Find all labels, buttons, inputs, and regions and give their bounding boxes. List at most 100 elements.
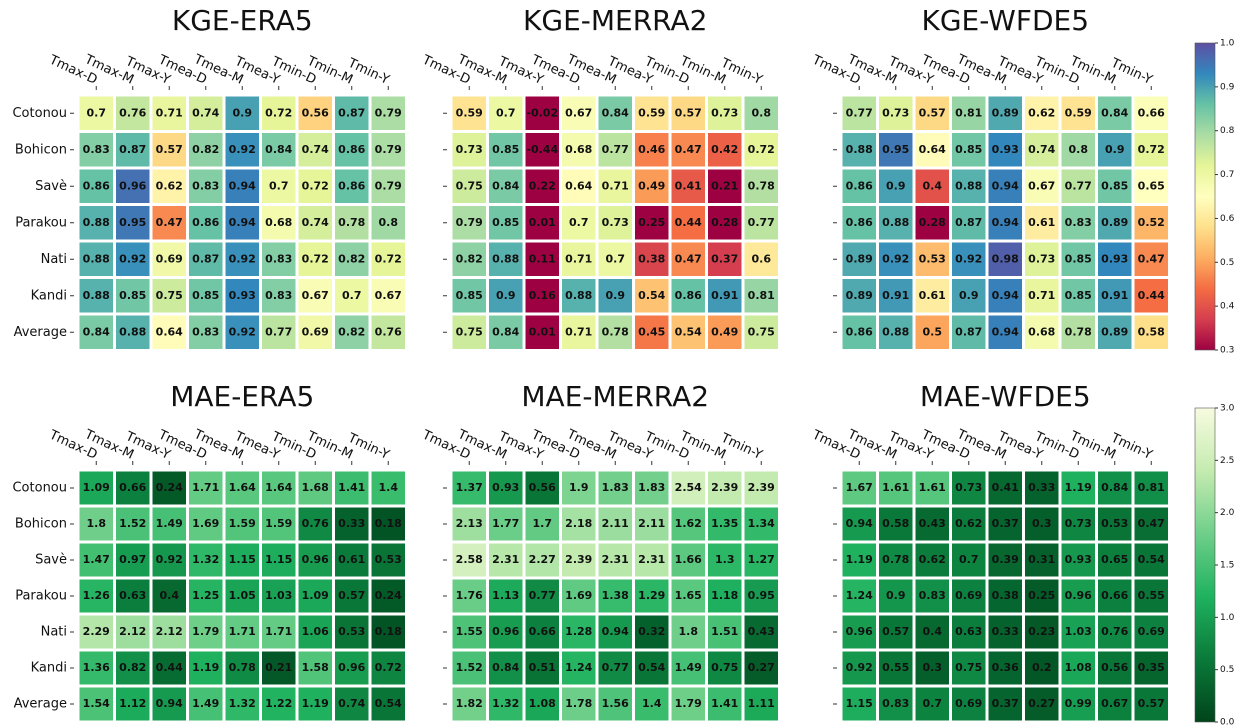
cell-label: 0.7 [923,697,943,710]
column-label: Tmin-Y [345,430,392,462]
cell-label: 1.71 [265,625,292,638]
row-label: Cotonou [12,106,67,121]
cell-label: 0.89 [992,106,1019,119]
cell-label: 0.43 [919,517,946,530]
cell-label: 0.68 [565,143,592,156]
cell-label: 0.54 [638,289,665,302]
cell-label: 0.85 [119,289,146,302]
cell [1131,93,1171,133]
cell-label: 1.67 [846,481,873,494]
row-label: Bohicon [15,517,67,532]
cell [149,684,189,724]
cell-label: 0.81 [748,289,775,302]
cell-label: 0.76 [119,106,146,119]
cell [113,312,153,352]
cell-label: 0.82 [192,143,219,156]
cell-label: 2.31 [638,553,665,566]
cell [559,576,599,616]
cell-label: 1.52 [456,661,483,674]
cell [1131,312,1171,352]
cell-label: 0.88 [83,252,110,265]
cell-label: 0.64 [565,179,592,192]
cell-label: 1.32 [229,697,256,710]
cell-label: -0.44 [526,143,558,156]
cell-label: 0.56 [302,106,329,119]
cell-label: 0.92 [955,252,982,265]
cell-label: 0.3 [923,661,943,674]
cell-label: 0.84 [265,143,292,156]
cell-label: 2.39 [711,481,738,494]
cell-label: 0.37 [711,252,738,265]
cell [522,576,562,616]
cell [912,648,952,688]
cell-label: 0.41 [675,179,702,192]
cell-label: 0.38 [638,252,665,265]
cell-label: 1.09 [302,589,329,602]
cell-label: 0.89 [1101,325,1128,338]
cell-label: 1.69 [192,517,219,530]
cell-label: 0.74 [192,106,219,119]
cell [295,648,335,688]
cell-label: 0.27 [1028,697,1055,710]
cell-label: 0.58 [882,517,909,530]
cell-label: 1.78 [565,697,592,710]
cell-label: 1.66 [675,553,702,566]
cell-label: 1.8 [679,625,699,638]
cell [486,648,526,688]
row-label: Kandi [31,288,67,303]
cell [259,540,299,580]
cell-label: 0.4 [923,625,943,638]
cell-label: 0.37 [992,517,1019,530]
cell [1095,312,1135,352]
cell-label: 0.9 [1105,143,1125,156]
cell-label: 0.96 [492,625,519,638]
cell-label: 0.99 [1065,697,1092,710]
cell-label: 0.36 [992,661,1019,674]
cell [1022,612,1062,652]
cell-label: 0.83 [1065,216,1092,229]
cell-label: 0.93 [492,481,519,494]
cell-label: 0.87 [192,252,219,265]
cell-label: 0.87 [119,143,146,156]
cell-label: 0.59 [456,106,483,119]
cell [113,468,153,508]
cell-label: 0.22 [529,179,556,192]
cell-label: 1.77 [492,517,519,530]
cell-label: 0.84 [83,325,110,338]
cell-label: 0.95 [882,143,909,156]
cell-label: 0.78 [602,325,629,338]
cell-label: 2.27 [529,553,556,566]
colorbar-tick-label: 2.5 [1220,456,1234,466]
cell-label: 0.88 [882,325,909,338]
cell-label: -0.02 [526,106,558,119]
cell-label: 0.66 [529,625,556,638]
cell [1058,312,1098,352]
cell [839,239,879,279]
cell [741,203,781,243]
cell-label: 0.44 [675,216,702,229]
cell-label: 1.41 [711,697,738,710]
cell-label: 0.72 [375,661,402,674]
cell [1058,684,1098,724]
cell [1131,612,1171,652]
cell-label: 0.01 [529,216,556,229]
cell-label: 0.62 [1028,106,1055,119]
cell-label: 0.83 [192,179,219,192]
cell [668,612,708,652]
cell [149,648,189,688]
cell-label: 0.74 [1028,143,1055,156]
cell-label: 1.82 [456,697,483,710]
cell-label: 0.57 [156,143,183,156]
cell-label: 1.8 [87,517,107,530]
cell-label: 0.38 [992,589,1019,602]
cell [1131,576,1171,616]
cell-label: 0.61 [338,553,365,566]
cell-label: 0.84 [492,661,519,674]
cell-label: 2.29 [83,625,110,638]
colorbar-tick-label: 1.0 [1220,613,1235,623]
cell [486,612,526,652]
cell-label: 1.28 [565,625,592,638]
cell-label: 1.19 [192,661,219,674]
cell [332,504,372,544]
